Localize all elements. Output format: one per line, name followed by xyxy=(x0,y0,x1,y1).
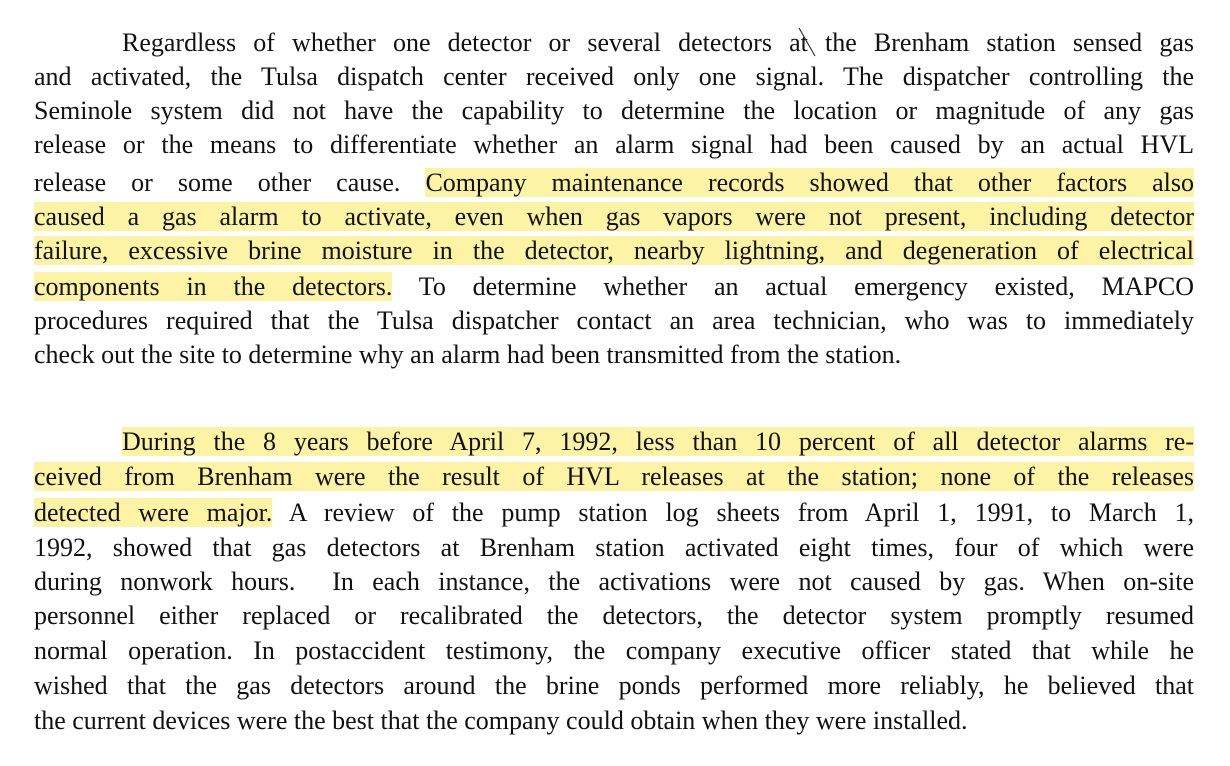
text-line: detected were major. A review of the pum… xyxy=(34,496,1194,530)
text-segment: A review of the pump station log sheets … xyxy=(272,498,1194,527)
text-segment: normal operation. In postaccident testim… xyxy=(34,636,1194,665)
text-line: release or the means to differentiate wh… xyxy=(34,128,1194,162)
text-segment: procedures required that the Tulsa dispa… xyxy=(34,306,1194,335)
text-line: ceived from Brenham were the result of H… xyxy=(34,460,1194,494)
text-segment: check out the site to determine why an a… xyxy=(34,340,902,369)
highlighted-text: ceived from Brenham were the result of H… xyxy=(34,462,1194,491)
text-line: Seminole system did not have the capabil… xyxy=(34,94,1194,128)
text-line: caused a gas alarm to activate, even whe… xyxy=(34,200,1194,234)
text-line: during nonwork hours. In each instance, … xyxy=(34,565,1194,599)
text-line: release or some other cause. Company mai… xyxy=(34,166,1194,200)
highlighted-text: components in the detectors. xyxy=(34,272,393,301)
text-line: Regardless of whether one detector or se… xyxy=(122,26,1194,60)
text-line: failure, excessive brine moisture in the… xyxy=(34,234,1194,268)
highlighted-text: detected were major. xyxy=(34,498,273,527)
text-segment: during nonwork hours. In each instance, … xyxy=(34,567,1194,596)
text-line: the current devices were the best that t… xyxy=(34,704,1194,738)
text-segment: 1992, showed that gas detectors at Brenh… xyxy=(34,533,1194,562)
text-line: procedures required that the Tulsa dispa… xyxy=(34,304,1194,338)
highlighted-text: caused a gas alarm to activate, even whe… xyxy=(34,202,1194,231)
text-segment: the current devices were the best that t… xyxy=(34,706,968,735)
text-line: personnel either replaced or recalibrate… xyxy=(34,599,1194,633)
text-line: normal operation. In postaccident testim… xyxy=(34,634,1194,668)
text-segment: wished that the gas detectors around the… xyxy=(34,671,1194,700)
pen-stroke-mark xyxy=(798,27,816,57)
text-line: During the 8 years before April 7, 1992,… xyxy=(122,425,1194,459)
text-segment: personnel either replaced or recalibrate… xyxy=(34,601,1194,630)
highlighted-text: During the 8 years before April 7, 1992,… xyxy=(122,427,1194,456)
text-segment: Regardless of whether one detector or se… xyxy=(122,28,1194,57)
text-segment: release or some other cause. xyxy=(34,168,426,197)
text-line: 1992, showed that gas detectors at Brenh… xyxy=(34,531,1194,565)
text-line: and activated, the Tulsa dispatch center… xyxy=(34,60,1194,94)
text-segment: To determine whether an actual emergency… xyxy=(392,272,1194,301)
text-segment: and activated, the Tulsa dispatch center… xyxy=(34,62,1194,91)
text-segment: release or the means to differentiate wh… xyxy=(34,130,1194,159)
text-segment: Seminole system did not have the capabil… xyxy=(34,96,1194,125)
highlighted-text: failure, excessive brine moisture in the… xyxy=(34,236,1194,265)
text-line: wished that the gas detectors around the… xyxy=(34,669,1194,703)
text-line: check out the site to determine why an a… xyxy=(34,338,1194,372)
highlighted-text: Company maintenance records showed that … xyxy=(425,168,1194,197)
text-line: components in the detectors. To determin… xyxy=(34,270,1194,304)
